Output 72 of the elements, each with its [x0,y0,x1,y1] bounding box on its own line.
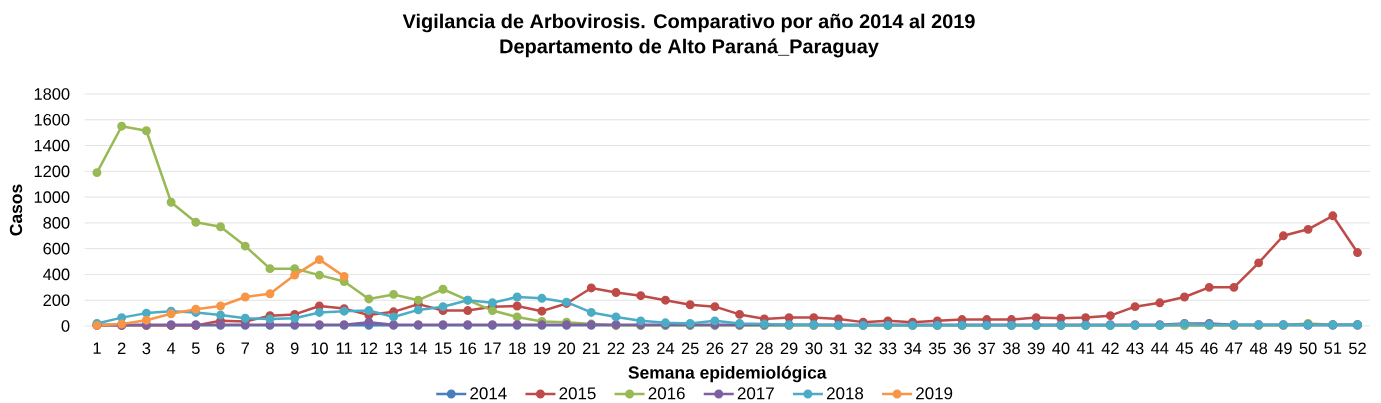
legend-label: 2019 [916,387,953,400]
x-tick-label: 20 [558,342,576,355]
y-tick-label: 400 [43,268,70,281]
x-tick-label: 52 [1349,342,1366,355]
x-tick-label: 8 [266,342,274,355]
legend-label: 2014 [470,387,507,400]
x-tick-label: 10 [311,342,328,355]
x-tick-label: 1 [93,342,101,354]
x-tick-label: 47 [1225,342,1243,354]
x-tick-label: 49 [1274,342,1292,355]
x-tick-label: 17 [484,342,501,354]
legend-label: 2015 [559,387,596,400]
x-tick-label: 33 [879,342,897,355]
legend-label: 2018 [827,387,864,400]
x-tick-label: 30 [805,342,823,355]
x-tick-label: 23 [632,342,650,355]
x-tick-label: 48 [1249,342,1268,355]
x-tick-label: 28 [756,342,773,355]
legend-label: 2016 [648,387,685,400]
x-tick-label: 6 [216,342,225,355]
x-tick-label: 41 [1076,342,1094,354]
y-tick-label: 800 [43,217,70,229]
legend-label: 2017 [737,387,774,400]
x-tick-label: 45 [1175,342,1193,354]
x-tick-label: 29 [780,342,798,355]
x-tick-label: 7 [241,342,249,354]
x-tick-label: 31 [829,342,847,355]
x-tick-label: 27 [731,342,748,354]
x-tick-label: 19 [533,342,551,355]
x-tick-label: 46 [1200,342,1218,355]
y-tick-label: 0 [61,320,70,332]
chart-title: Vigilancia de Arbovirosis. Comparativo por año 2014 al 2019 [402,13,975,33]
x-tick-label: 13 [385,342,402,355]
y-tick-label: 1600 [34,113,70,126]
x-tick-label: 22 [607,342,625,354]
x-tick-label: 16 [459,342,477,355]
x-tick-label: 3 [142,342,151,355]
x-tick-label: 2 [117,342,126,354]
x-tick-label: 42 [1101,342,1119,354]
x-tick-label: 51 [1324,342,1342,354]
x-tick-label: 26 [706,342,724,355]
x-tick-label: 14 [410,342,427,354]
x-tick-label: 35 [928,342,946,355]
x-tick-label: 11 [336,342,352,354]
x-tick-label: 5 [191,342,200,354]
x-tick-label: 18 [509,342,526,355]
x-tick-label: 43 [1126,342,1144,355]
y-tick-label: 1400 [34,139,70,152]
y-tick-label: 1800 [34,88,70,100]
y-tick-label: 1200 [34,165,70,178]
y-tick-label: 1000 [34,191,70,203]
y-tick-label: 200 [43,294,70,307]
x-tick-label: 21 [582,342,600,354]
x-tick-label: 39 [1027,342,1045,355]
x-tick-label: 12 [360,342,378,354]
x-tick-label: 44 [1151,342,1169,354]
x-tick-label: 4 [166,342,176,354]
x-tick-label: 9 [290,342,299,355]
chart-subtitle: Departamento de Alto Paraná_Paraguay [500,38,879,58]
x-axis-title: Semana epidemiológica [628,365,827,383]
x-tick-label: 24 [657,342,675,354]
x-tick-label: 37 [978,342,996,355]
x-tick-label: 40 [1052,342,1070,355]
x-tick-label: 15 [435,342,452,354]
x-tick-label: 50 [1299,342,1317,355]
x-tick-label: 36 [953,342,971,355]
x-tick-label: 32 [854,342,872,355]
y-tick-label: 600 [43,242,70,255]
y-axis-title: Casos [9,184,23,236]
x-tick-label: 34 [904,342,922,355]
x-tick-label: 25 [681,342,699,355]
x-tick-label: 38 [1002,342,1020,355]
